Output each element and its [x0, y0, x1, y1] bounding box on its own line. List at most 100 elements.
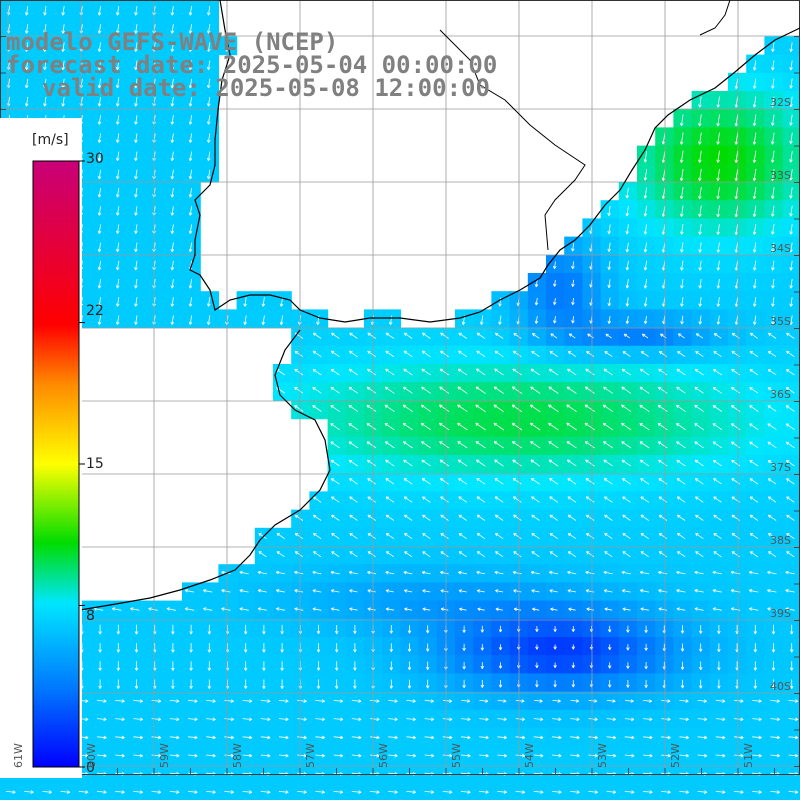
wind-arrow	[134, 42, 138, 52]
wind-arrow	[24, 5, 29, 16]
wind-arrow	[188, 42, 193, 52]
longitude-label: 58W	[231, 743, 244, 768]
wind-arrow	[206, 151, 211, 162]
wind-arrow	[752, 96, 757, 108]
wind-arrow	[115, 187, 120, 198]
wind-cell	[218, 782, 238, 800]
wind-arrow	[115, 60, 120, 71]
wind-cell	[782, 491, 800, 511]
wind-cell	[309, 782, 329, 800]
wind-arrow	[97, 133, 102, 143]
wind-cell	[109, 782, 128, 800]
wind-arrow	[679, 132, 684, 145]
wind-arrow	[771, 96, 775, 108]
wind-arrow	[170, 96, 175, 107]
wind-arrow	[789, 169, 793, 181]
wind-arrow	[206, 115, 211, 125]
wind-arrow	[206, 24, 211, 34]
wind-arrow	[43, 5, 47, 16]
wind-cell	[746, 782, 765, 800]
wind-arrow	[115, 96, 120, 107]
wind-cell	[564, 782, 583, 800]
wind-arrow	[115, 115, 120, 125]
wind-cell	[782, 400, 800, 420]
wind-arrow	[734, 168, 739, 182]
latitude-label: 37S	[770, 461, 791, 474]
wind-arrow	[134, 96, 138, 107]
colorbar	[32, 160, 80, 768]
wind-arrow	[170, 187, 175, 198]
wind-arrow	[752, 60, 757, 71]
wind-arrow	[115, 5, 120, 16]
colorbar-tick-15: 15	[86, 456, 104, 472]
wind-arrow	[716, 96, 720, 108]
latitude-label: 38S	[770, 534, 791, 547]
latitude-label: 39S	[770, 607, 791, 620]
wind-arrow	[188, 133, 193, 143]
longitude-label: 52W	[669, 743, 682, 768]
wind-arrow	[61, 96, 65, 107]
wind-arrow	[770, 150, 775, 163]
wind-arrow	[188, 187, 193, 198]
title-valid-date: valid date: 2025-05-08 12:00:00	[42, 74, 490, 102]
wind-arrow	[115, 169, 120, 180]
wind-arrow	[97, 151, 102, 162]
wind-arrow	[752, 168, 757, 182]
wind-arrow	[789, 114, 793, 126]
wind-cell	[782, 473, 800, 492]
wind-cell	[673, 782, 693, 800]
wind-arrow	[734, 150, 739, 163]
wind-cell	[782, 436, 800, 456]
wind-arrow	[789, 96, 793, 108]
wind-arrow	[134, 60, 138, 71]
wind-arrow	[206, 5, 211, 16]
wind-arrow	[679, 114, 684, 127]
wind-arrow	[97, 42, 102, 52]
wind-arrow	[716, 132, 720, 145]
wind-cell	[163, 782, 183, 800]
wind-arrow	[24, 96, 29, 107]
wind-arrow	[24, 24, 29, 34]
wind-arrow	[698, 150, 702, 163]
wind-arrow	[625, 187, 630, 199]
wind-arrow	[698, 96, 702, 108]
wind-cell	[782, 527, 800, 547]
wind-arrow	[206, 78, 211, 89]
wind-cell	[18, 782, 37, 800]
longitude-label: 60W	[85, 743, 98, 768]
wind-cell	[782, 327, 800, 347]
wind-arrow	[24, 42, 29, 52]
wind-cell	[782, 455, 800, 474]
wind-cell	[691, 782, 711, 800]
wind-arrow	[43, 78, 47, 89]
wind-arrow	[170, 169, 175, 180]
wind-arrow	[97, 115, 102, 125]
wind-cell	[509, 782, 529, 800]
longitude-label: 51W	[742, 743, 755, 768]
wind-cell	[127, 782, 147, 800]
longitude-label: 59W	[158, 743, 171, 768]
wind-arrow	[61, 78, 65, 89]
wind-arrow	[206, 169, 211, 180]
wind-cell	[546, 782, 565, 800]
wind-arrow	[206, 42, 211, 52]
wind-cell	[764, 782, 784, 800]
latitude-label: 35S	[770, 315, 791, 328]
latitude-label: 36S	[770, 388, 791, 401]
wind-arrow	[789, 78, 793, 89]
wind-arrow	[734, 96, 739, 108]
wind-arrow	[770, 168, 775, 181]
wind-arrow	[789, 132, 793, 145]
wind-arrow	[698, 114, 702, 127]
wind-arrow	[115, 24, 120, 34]
wind-arrow	[170, 151, 175, 162]
colorbar-tick-22: 22	[86, 303, 104, 319]
wind-arrow	[771, 42, 775, 53]
wind-arrow	[115, 78, 120, 89]
wind-arrow	[134, 151, 138, 162]
wind-cell	[782, 345, 800, 365]
wind-arrow	[789, 60, 793, 71]
wind-arrow	[134, 78, 138, 89]
longitude-label: 61W	[12, 743, 25, 768]
wind-arrow	[170, 42, 175, 52]
